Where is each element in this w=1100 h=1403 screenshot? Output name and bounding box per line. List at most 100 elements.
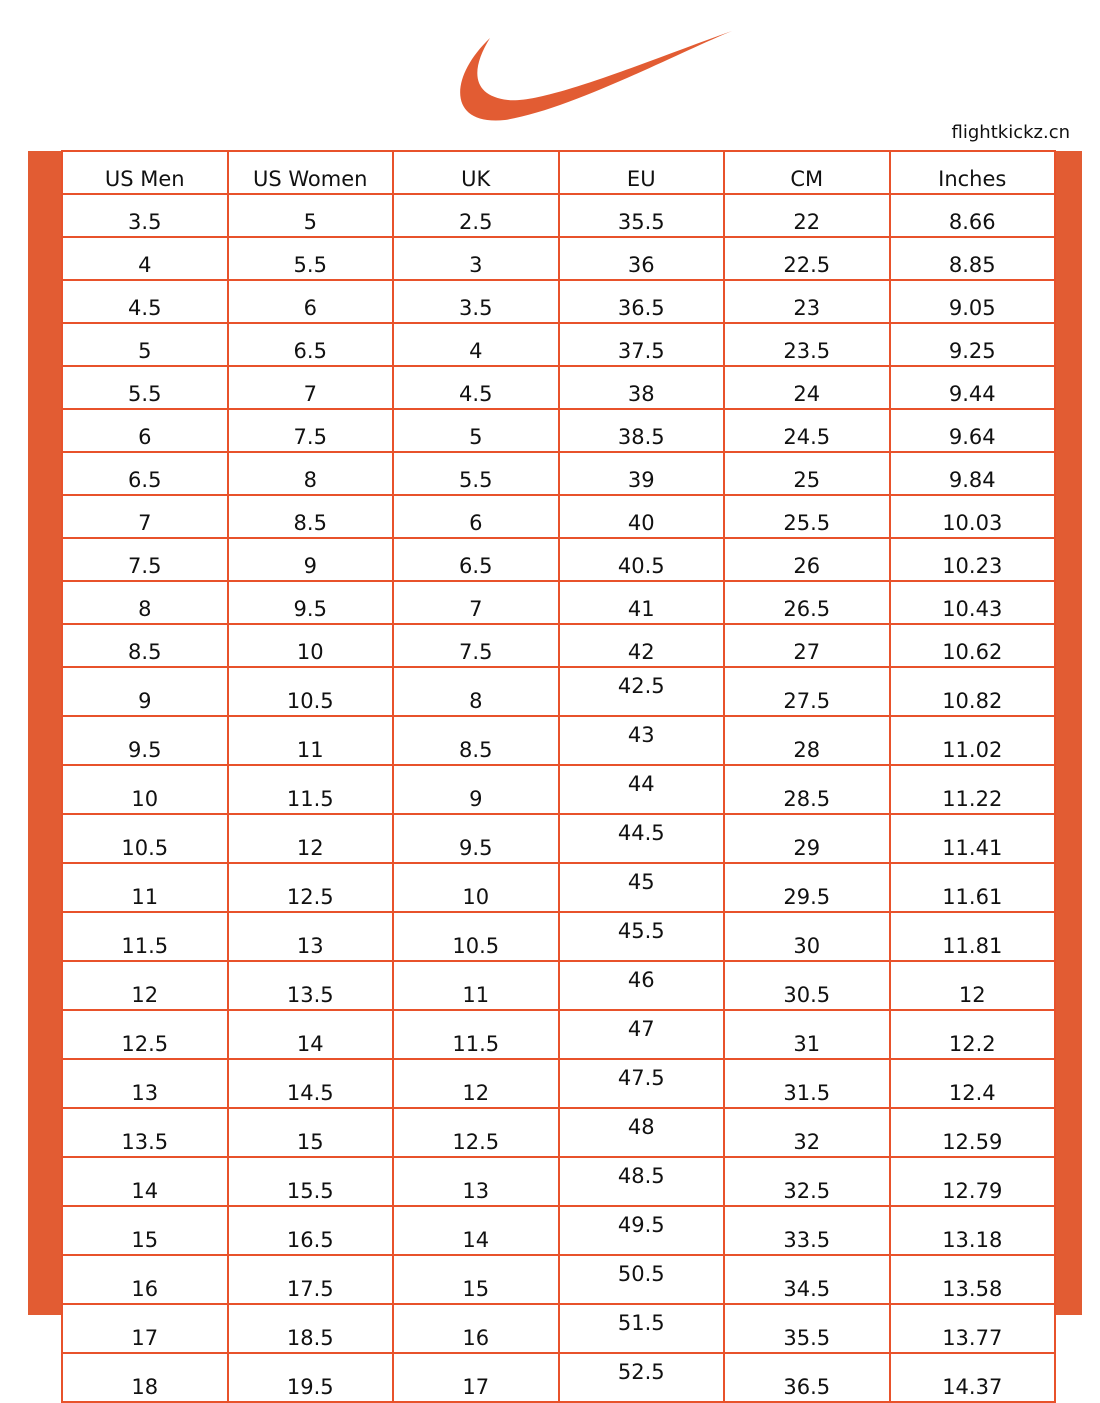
table-cell: 8 [226, 451, 394, 496]
table-cell: 12 [226, 813, 394, 864]
table-cell: 12.59 [888, 1107, 1056, 1158]
table-cell: 15 [226, 1107, 394, 1158]
table-row: 9.5 11 8.5 43 28 11.02 [61, 715, 1056, 766]
table-cell: 11 [61, 862, 229, 913]
table-cell: 25 [723, 451, 891, 496]
table-cell: 33.5 [723, 1205, 891, 1256]
table-cell: 37.5 [557, 322, 725, 367]
table-cell: 14.37 [888, 1352, 1056, 1403]
table-row: 8 9.5 7 41 26.5 10.43 [61, 580, 1056, 625]
table-cell: 8.85 [888, 236, 1056, 281]
table-cell: 47.5 [557, 1058, 725, 1109]
table-cell: 25.5 [723, 494, 891, 539]
column-header: Inches [888, 150, 1056, 195]
table-cell: 9.25 [888, 322, 1056, 367]
table-row: 10.5 12 9.5 44.5 29 11.41 [61, 813, 1056, 864]
table-row: 4 5.5 3 36 22.5 8.85 [61, 236, 1056, 281]
table-cell: 48.5 [557, 1156, 725, 1207]
table-cell: 51.5 [557, 1303, 725, 1354]
table-cell: 15.5 [226, 1156, 394, 1207]
table-cell: 36.5 [557, 279, 725, 324]
table-cell: 50.5 [557, 1254, 725, 1305]
table-cell: 17 [61, 1303, 229, 1354]
table-cell: 29.5 [723, 862, 891, 913]
table-cell: 22.5 [723, 236, 891, 281]
table-row: 8.5 10 7.5 42 27 10.62 [61, 623, 1056, 668]
table-cell: 11.41 [888, 813, 1056, 864]
table-cell: 12 [61, 960, 229, 1011]
table-cell: 10 [226, 623, 394, 668]
table-cell: 14 [61, 1156, 229, 1207]
table-cell: 36 [557, 236, 725, 281]
table-cell: 11.5 [61, 911, 229, 962]
site-watermark: flightkickz.cn [951, 122, 1070, 143]
table-cell: 3.5 [61, 193, 229, 238]
table-cell: 2.5 [392, 193, 560, 238]
table-cell: 40.5 [557, 537, 725, 582]
table-cell: 5 [226, 193, 394, 238]
table-cell: 4 [61, 236, 229, 281]
table-cell: 35.5 [723, 1303, 891, 1354]
table-cell: 36.5 [723, 1352, 891, 1403]
table-cell: 35.5 [557, 193, 725, 238]
table-cell: 12.5 [226, 862, 394, 913]
column-header: EU [557, 150, 725, 195]
table-cell: 9.64 [888, 408, 1056, 453]
table-cell: 48 [557, 1107, 725, 1158]
table-cell: 11.02 [888, 715, 1056, 766]
table-cell: 24 [723, 365, 891, 410]
table-cell: 5.5 [392, 451, 560, 496]
table-cell: 9.5 [392, 813, 560, 864]
table-cell: 8 [392, 666, 560, 717]
table-cell: 13.77 [888, 1303, 1056, 1354]
table-row: 12 13.5 11 46 30.5 12 [61, 960, 1056, 1011]
table-cell: 34.5 [723, 1254, 891, 1305]
table-cell: 7 [226, 365, 394, 410]
table-cell: 10.03 [888, 494, 1056, 539]
table-cell: 10 [392, 862, 560, 913]
table-cell: 5.5 [61, 365, 229, 410]
table-cell: 13.58 [888, 1254, 1056, 1305]
table-cell: 11 [226, 715, 394, 766]
table-cell: 8.66 [888, 193, 1056, 238]
table-cell: 16 [61, 1254, 229, 1305]
table-cell: 12 [888, 960, 1056, 1011]
table-cell: 32 [723, 1107, 891, 1158]
header-row: US Men US Women UK EU CM Inches [61, 150, 1056, 195]
table-cell: 10.62 [888, 623, 1056, 668]
table-cell: 44.5 [557, 813, 725, 864]
table-cell: 30.5 [723, 960, 891, 1011]
right-accent-bar [1055, 151, 1082, 1315]
table-row: 5.5 7 4.5 38 24 9.44 [61, 365, 1056, 410]
table-row: 13 14.5 12 47.5 31.5 12.4 [61, 1058, 1056, 1109]
table-cell: 9 [226, 537, 394, 582]
table-cell: 14.5 [226, 1058, 394, 1109]
table-cell: 6.5 [226, 322, 394, 367]
table-cell: 3 [392, 236, 560, 281]
table-cell: 26 [723, 537, 891, 582]
table-cell: 8 [61, 580, 229, 625]
table-cell: 52.5 [557, 1352, 725, 1403]
table-cell: 12 [392, 1058, 560, 1109]
table-cell: 28 [723, 715, 891, 766]
table-cell: 10.82 [888, 666, 1056, 717]
table-cell: 44 [557, 764, 725, 815]
table-cell: 40 [557, 494, 725, 539]
table-cell: 30 [723, 911, 891, 962]
column-header: UK [392, 150, 560, 195]
table-cell: 12.5 [61, 1009, 229, 1060]
table-row: 13.5 15 12.5 48 32 12.59 [61, 1107, 1056, 1158]
table-cell: 47 [557, 1009, 725, 1060]
table-row: 7 8.5 6 40 25.5 10.03 [61, 494, 1056, 539]
table-row: 7.5 9 6.5 40.5 26 10.23 [61, 537, 1056, 582]
table-cell: 15 [61, 1205, 229, 1256]
table-cell: 10 [61, 764, 229, 815]
table-cell: 16 [392, 1303, 560, 1354]
table-cell: 31 [723, 1009, 891, 1060]
table-cell: 12.79 [888, 1156, 1056, 1207]
left-accent-bar [28, 151, 62, 1315]
table-cell: 5 [392, 408, 560, 453]
table-cell: 17 [392, 1352, 560, 1403]
table-cell: 42.5 [557, 666, 725, 717]
table-cell: 23.5 [723, 322, 891, 367]
